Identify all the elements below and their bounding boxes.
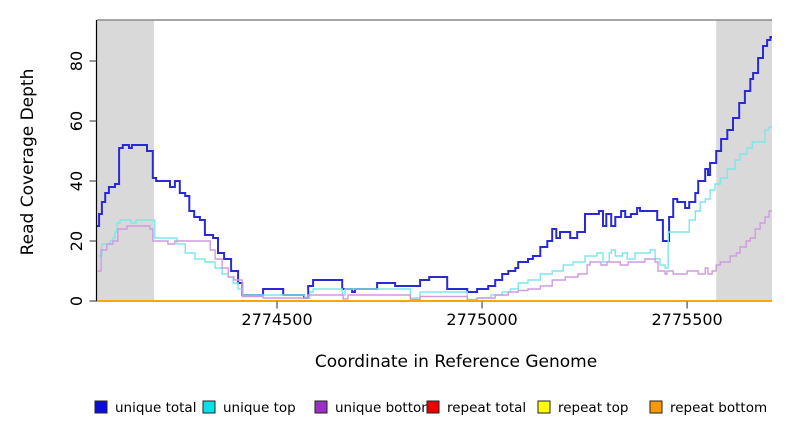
- series-line-unique-total: [97, 36, 772, 299]
- legend-label: unique total: [115, 400, 196, 416]
- series-lines: [97, 36, 772, 302]
- y-tick-label: 80: [67, 51, 86, 71]
- x-axis-ticks: 2774500 2775000 2775500: [241, 301, 723, 329]
- y-tick-label: 0: [67, 296, 86, 306]
- legend: unique total unique top unique bottom repea…: [94, 400, 767, 416]
- legend-swatch-unique-top: [202, 400, 216, 414]
- legend-label: unique bottom: [335, 400, 434, 416]
- legend-item-repeat-top: repeat top: [537, 400, 628, 416]
- legend-label: repeat bottom: [670, 400, 767, 416]
- x-tick-label: 2775000: [446, 310, 517, 329]
- right-repeat-region: [716, 20, 772, 301]
- legend-item-unique-top: unique top: [202, 400, 296, 416]
- y-axis-ticks: 0 20 40 60 80: [67, 51, 97, 306]
- highlight-regions: [97, 20, 772, 301]
- legend-swatch-repeat-bottom: [649, 400, 663, 414]
- y-axis-title: Read Coverage Depth: [18, 69, 38, 256]
- legend-swatch-unique-total: [94, 400, 108, 414]
- series-line-unique-top: [97, 126, 772, 301]
- legend-swatch-repeat-top: [537, 400, 551, 414]
- left-repeat-region: [97, 20, 155, 301]
- legend-label: repeat total: [447, 400, 526, 416]
- legend-label: repeat top: [558, 400, 628, 416]
- legend-item-repeat-total: repeat total: [426, 400, 526, 416]
- legend-item-repeat-bottom: repeat bottom: [649, 400, 767, 416]
- legend-item-unique-bottom: unique bottom: [314, 400, 434, 416]
- series-line-unique-bottom: [97, 210, 772, 301]
- y-tick-label: 60: [67, 111, 86, 131]
- y-tick-label: 20: [67, 231, 86, 251]
- y-tick-label: 40: [67, 171, 86, 191]
- legend-swatch-repeat-total: [426, 400, 440, 414]
- legend-item-unique-total: unique total: [94, 400, 196, 416]
- x-tick-label: 2775500: [651, 310, 722, 329]
- x-tick-label: 2774500: [241, 310, 312, 329]
- x-axis-title: Coordinate in Reference Genome: [315, 352, 597, 372]
- legend-swatch-unique-bottom: [314, 400, 328, 414]
- legend-label: unique top: [223, 400, 296, 416]
